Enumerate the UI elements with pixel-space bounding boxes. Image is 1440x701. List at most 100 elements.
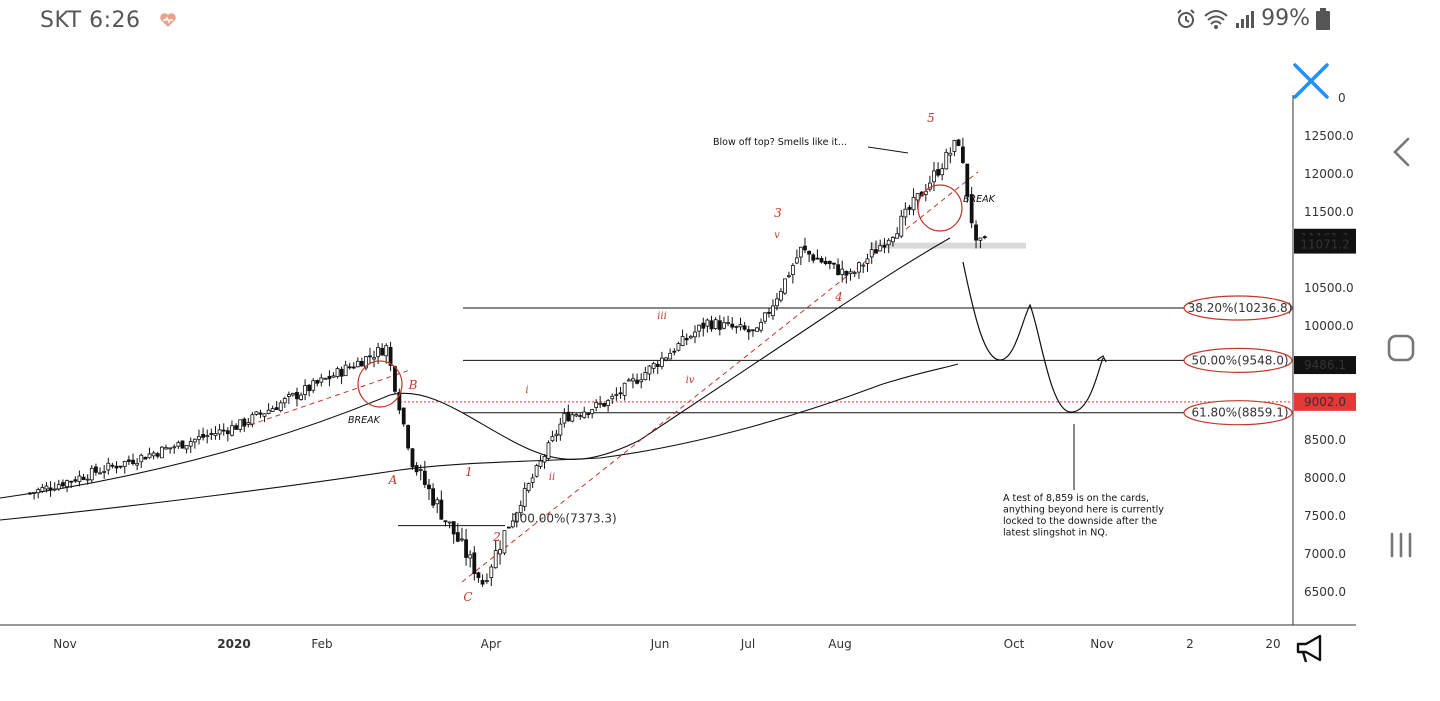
candle-body xyxy=(542,455,547,463)
candle-body xyxy=(52,488,57,491)
candle-body xyxy=(506,526,511,529)
notes: Blow off top? Smells like it... BREAK BREA… xyxy=(348,137,1164,539)
candle-body xyxy=(651,363,656,369)
recent-apps-button[interactable] xyxy=(1386,530,1416,560)
x-tick-label: Jun xyxy=(650,637,670,651)
candle-body xyxy=(307,384,312,392)
candle-body xyxy=(472,552,477,574)
wave-label: 1 xyxy=(465,465,473,479)
x-tick-label: Jul xyxy=(740,637,755,651)
candle-body xyxy=(126,459,131,462)
candle-body xyxy=(626,379,631,382)
candle-body xyxy=(368,355,372,358)
candle-body xyxy=(574,414,579,417)
wave-labels: 5 3 v iii 4 iv i B A ii 1 2 C xyxy=(388,111,935,604)
candle-body xyxy=(594,401,599,408)
candle-body xyxy=(98,472,102,475)
candle-body xyxy=(807,250,812,255)
price-tag xyxy=(1294,392,1356,411)
candle-body xyxy=(874,249,878,254)
candle-body xyxy=(911,196,916,211)
candle-body xyxy=(493,550,498,569)
candle-body xyxy=(319,377,324,383)
candle-body xyxy=(771,305,775,317)
candle-body xyxy=(489,566,494,578)
candle-body xyxy=(522,488,527,507)
candle-body xyxy=(266,409,271,414)
candle-body xyxy=(147,453,152,459)
candle-body xyxy=(258,412,263,415)
close-icon[interactable] xyxy=(1292,62,1330,100)
candle-body xyxy=(164,447,168,450)
candle-body xyxy=(734,325,739,328)
candle-body xyxy=(578,415,583,417)
candle-body xyxy=(242,418,247,427)
candle-body xyxy=(836,264,840,276)
x-tick-label: 2 xyxy=(1186,637,1194,651)
home-button[interactable] xyxy=(1386,333,1416,363)
candle-body xyxy=(451,521,456,535)
candle-body xyxy=(460,538,464,541)
candle-body xyxy=(230,425,234,436)
candle-body xyxy=(102,471,107,473)
wave-label: ii xyxy=(549,472,555,483)
candle-body xyxy=(118,465,123,468)
chevron-left-icon[interactable] xyxy=(1388,136,1416,168)
candle-body xyxy=(684,337,689,341)
candle-body xyxy=(878,245,883,252)
candle-body xyxy=(903,208,908,218)
candle-body xyxy=(755,327,759,332)
projection-arrowhead xyxy=(1096,355,1107,363)
x-tick-label: Oct xyxy=(1004,637,1025,651)
x-tick-label: 20 xyxy=(1265,637,1280,651)
candle-body xyxy=(546,442,551,459)
heart-icon xyxy=(160,13,176,27)
candle-body xyxy=(899,215,904,237)
candle-body xyxy=(327,375,332,380)
candle-body xyxy=(570,414,575,422)
candle-body xyxy=(705,319,710,327)
candle-body xyxy=(510,520,515,528)
candle-body xyxy=(188,441,193,447)
wifi-icon xyxy=(1204,9,1228,29)
candle-body xyxy=(606,400,611,406)
wave-label: iii xyxy=(657,311,667,322)
outlook-note-line: locked to the downside after the xyxy=(1003,516,1157,527)
y-tick-label: 8000.0 xyxy=(1304,471,1346,485)
fib-tag-label: 50.00%(9548.0) xyxy=(1191,353,1288,367)
candle-body xyxy=(852,272,857,275)
candle-body xyxy=(697,324,702,332)
battery-percent: 99% xyxy=(1261,6,1310,31)
candle-body xyxy=(815,257,820,260)
x-tick-label: Nov xyxy=(53,637,76,651)
candle-body xyxy=(303,385,307,395)
candle-body xyxy=(742,325,747,330)
candle-body xyxy=(56,484,61,490)
candles xyxy=(28,137,987,587)
megaphone-icon[interactable] xyxy=(1294,632,1328,666)
candle-body xyxy=(869,249,874,258)
candle-body xyxy=(85,478,90,481)
candle-body xyxy=(143,456,148,460)
candle-body xyxy=(274,407,279,410)
candle-body xyxy=(406,425,411,449)
candle-body xyxy=(610,395,615,400)
candle-body xyxy=(32,492,36,494)
candle-body xyxy=(359,361,364,367)
candle-body xyxy=(201,434,205,438)
candle-body xyxy=(558,423,563,436)
wave-label: iv xyxy=(686,375,695,386)
candle-body xyxy=(775,298,779,307)
candle-body xyxy=(940,168,945,176)
candle-body xyxy=(168,447,173,450)
candle-body xyxy=(73,479,78,482)
candle-body xyxy=(664,357,668,361)
candle-body xyxy=(688,335,693,339)
candle-body xyxy=(554,433,559,436)
candle-body xyxy=(978,237,983,241)
candle-body xyxy=(848,271,853,275)
support-band xyxy=(870,242,1026,249)
projection-curve xyxy=(962,261,1104,413)
candle-body xyxy=(526,483,531,492)
